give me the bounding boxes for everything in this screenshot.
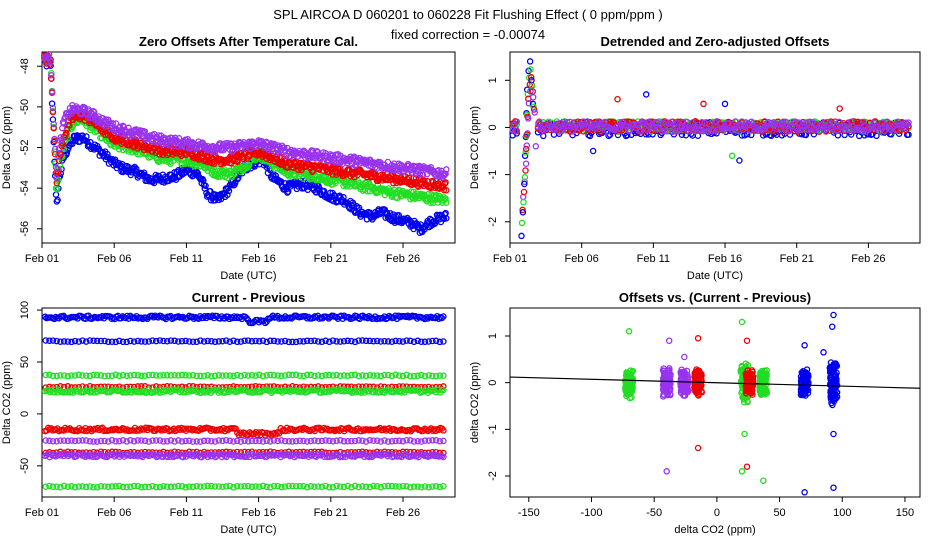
y-tick-label: 0 (19, 411, 31, 417)
y-tick-label: 50 (19, 356, 31, 368)
y-tick-label: -56 (19, 221, 31, 237)
y-tick-label: 1 (487, 77, 499, 83)
y-tick-label: -1 (487, 170, 499, 180)
x-tick-label: Feb 21 (314, 507, 348, 519)
y-axis-label: Delta CO2 (ppm) (469, 106, 481, 189)
panel-title: Zero Offsets After Temperature Cal. (139, 34, 358, 49)
outlier-point-green (728, 152, 736, 160)
data-point-green (440, 372, 447, 379)
figure-title: SPL AIRCOA D 060201 to 060228 Fit Flushi… (273, 7, 663, 22)
outlier-point-purple (532, 143, 540, 150)
y-tick-label: -50 (19, 99, 31, 115)
data-point-blue (284, 188, 292, 195)
data-point-blue (355, 204, 363, 212)
data-point-blue (48, 100, 56, 107)
panel-p1: Zero Offsets After Temperature Cal. Date … (1, 34, 456, 282)
y-axis-label: Delta CO2 (ppm) (1, 361, 13, 444)
x-tick-label: Feb 01 (25, 253, 59, 265)
figure-subtitle: fixed correction = -0.00074 (391, 27, 545, 42)
panel-title: Current - Previous (192, 290, 305, 305)
x-tick-label: Feb 11 (637, 253, 670, 265)
x-tick-label: Feb 16 (708, 253, 742, 265)
data-point-blue (518, 232, 525, 240)
data-point-purple (529, 94, 537, 101)
data-point-blue (150, 179, 158, 187)
y-axis-label: Delta CO2 (ppm) (1, 106, 13, 189)
x-axis-label: Date (UTC) (687, 270, 743, 282)
data-point-green (520, 198, 527, 206)
x-tick-label: Feb 16 (241, 507, 275, 519)
data-point-blue (235, 174, 242, 181)
data-point-green (53, 186, 61, 193)
panel-p2: Detrended and Zero-adjusted Offsets Date … (469, 34, 921, 282)
x-tick-label: Feb 16 (241, 253, 275, 265)
x-tick-label: Feb 26 (386, 253, 420, 265)
data-point-blue (410, 225, 417, 233)
x-axis-label: Date (UTC) (220, 524, 276, 536)
data-point-green (518, 219, 526, 227)
x-tick-label: Feb 26 (851, 253, 885, 265)
plot-frame (41, 307, 456, 498)
x-tick-label: Feb 11 (170, 253, 203, 265)
y-tick-label: -48 (19, 58, 31, 74)
x-tick-label: Feb 06 (97, 507, 131, 519)
data-points (41, 312, 447, 491)
data-point-purple (523, 142, 531, 149)
data-point-purple (522, 160, 530, 167)
x-tick-label: Feb 01 (25, 507, 59, 519)
outlier-point-red (836, 105, 843, 112)
data-point-blue (202, 182, 209, 190)
panel-title: Detrended and Zero-adjusted Offsets (601, 34, 830, 49)
x-tick-label: Feb 26 (386, 507, 420, 519)
outlier-point-blue (721, 100, 729, 108)
x-tick-label: Feb 06 (97, 253, 131, 265)
outlier-point-blue (736, 157, 743, 164)
outlier-point-blue (642, 91, 650, 98)
y-tick-label: 100 (19, 301, 31, 319)
data-point-blue (52, 191, 60, 198)
y-tick-label: -2 (487, 217, 499, 227)
data-point-blue (207, 187, 214, 195)
data-point-green (231, 170, 238, 178)
x-tick-label: Feb 21 (780, 253, 814, 265)
x-tick-label: Feb 11 (170, 507, 203, 519)
outlier-point-red (700, 100, 707, 108)
x-axis-label: Date (UTC) (220, 270, 276, 282)
data-points (509, 58, 912, 240)
data-point-blue (440, 338, 447, 345)
outlier-point-blue (589, 147, 597, 155)
data-point-blue (526, 58, 534, 65)
panel-p3: Current - Previous Date (UTC) Delta CO2 (p… (1, 290, 456, 536)
data-point-blue (443, 215, 450, 222)
x-tick-label: Feb 01 (493, 253, 527, 265)
plot-frame (509, 51, 921, 244)
data-point-blue (54, 196, 61, 204)
x-tick-label: Feb 21 (314, 253, 348, 265)
y-tick-label: 0 (487, 124, 499, 130)
y-tick-label: -54 (19, 180, 31, 196)
y-tick-label: -52 (19, 140, 31, 156)
data-point-blue (350, 201, 357, 208)
outlier-point-red (614, 95, 621, 103)
data-points (41, 51, 450, 236)
data-point-red (522, 167, 529, 174)
data-point-purple (440, 437, 447, 445)
x-tick-label: Feb 06 (565, 253, 599, 265)
y-tick-label: -50 (19, 458, 31, 474)
data-point-green (167, 160, 174, 168)
